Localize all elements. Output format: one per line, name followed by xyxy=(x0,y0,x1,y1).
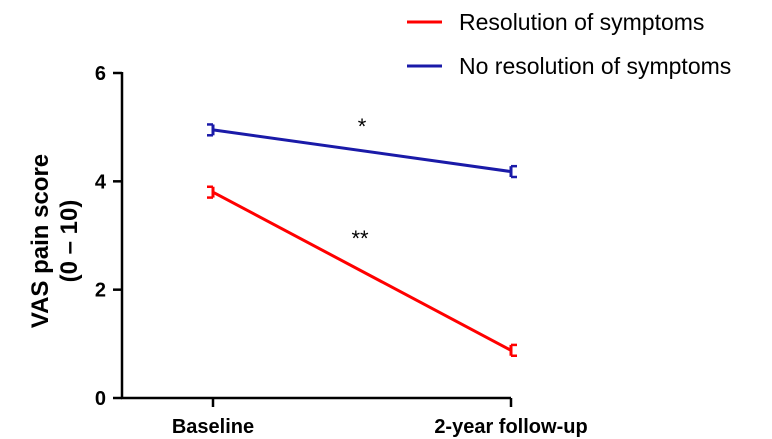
series-line xyxy=(212,128,512,174)
legend-item: Resolution of symptoms xyxy=(407,9,704,35)
error-bar xyxy=(207,123,215,137)
error-bar xyxy=(509,164,517,179)
y-tick-label: 2 xyxy=(95,280,106,302)
legend: Resolution of symptoms No resolution of s… xyxy=(407,9,731,79)
series-1 xyxy=(207,123,517,179)
error-bar xyxy=(509,343,517,357)
error-bar xyxy=(207,185,215,199)
legend-label: No resolution of symptoms xyxy=(459,53,731,79)
significance-marker: ** xyxy=(351,226,369,251)
significance-marker: * xyxy=(358,114,367,139)
series-line xyxy=(212,190,512,352)
x-category-label: Baseline xyxy=(172,416,254,438)
x-axis: Baseline 2-year follow-up xyxy=(121,396,588,438)
y-tick-label: 6 xyxy=(95,63,106,85)
y-axis-label-line-2: (0 – 10) xyxy=(56,200,83,283)
y-axis-label-line-1: VAS pain score xyxy=(27,154,54,328)
x-category-label: 2-year follow-up xyxy=(434,416,587,438)
annotations: *** xyxy=(351,114,369,251)
legend-item: No resolution of symptoms xyxy=(407,53,731,79)
series-0 xyxy=(207,185,517,357)
y-tick-label: 0 xyxy=(95,388,106,410)
legend-label: Resolution of symptoms xyxy=(459,9,704,35)
series-layer xyxy=(207,123,517,357)
y-axis: 0 2 4 6 xyxy=(95,63,124,410)
y-tick-label: 4 xyxy=(95,171,107,193)
